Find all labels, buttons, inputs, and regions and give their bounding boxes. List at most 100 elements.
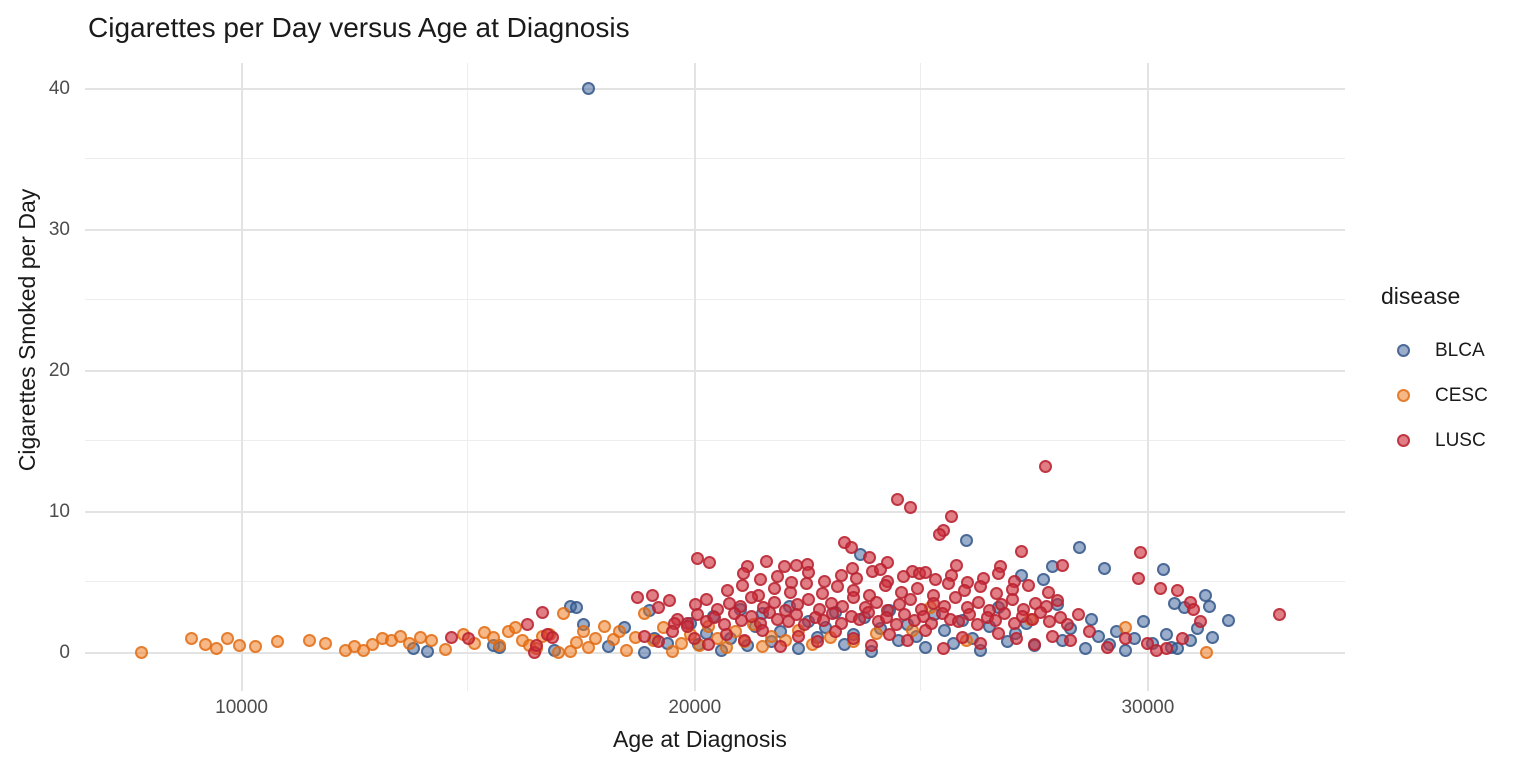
gridline-horizontal <box>85 87 1345 90</box>
data-point-lusc <box>651 601 665 615</box>
data-point-lusc <box>890 618 904 632</box>
data-point-cesc <box>210 642 224 656</box>
data-point-lusc <box>817 574 831 588</box>
y-axis-title: Cigarettes Smoked per Day <box>14 188 40 472</box>
data-point-lusc <box>1133 546 1147 560</box>
data-point-blca <box>960 533 974 547</box>
data-point-blca <box>1206 630 1220 644</box>
data-point-blca <box>581 82 595 96</box>
data-point-cesc <box>588 632 602 646</box>
data-point-lusc <box>738 633 752 647</box>
data-point-lusc <box>681 620 695 634</box>
data-point-lusc <box>945 509 959 523</box>
data-point-lusc <box>974 580 988 594</box>
data-point-cesc <box>577 625 591 639</box>
gridline-vertical <box>693 63 696 691</box>
data-point-lusc <box>932 527 946 541</box>
data-point-blca <box>638 645 652 659</box>
data-point-blca <box>1078 642 1092 656</box>
data-point-blca <box>1136 615 1150 629</box>
data-point-lusc <box>1034 605 1048 619</box>
data-point-lusc <box>826 606 839 620</box>
data-point-lusc <box>1160 642 1174 656</box>
data-point-lusc <box>651 635 665 649</box>
data-point-lusc <box>1171 584 1185 598</box>
data-point-cesc <box>570 635 584 649</box>
data-point-lusc <box>910 581 924 595</box>
data-point-lusc <box>1061 617 1075 631</box>
data-point-cesc <box>135 645 149 659</box>
data-point-lusc <box>991 626 1005 640</box>
data-point-lusc <box>847 591 861 605</box>
data-point-lusc <box>1046 629 1060 643</box>
data-point-lusc <box>688 632 702 646</box>
data-point-blca <box>1221 614 1235 627</box>
blca-dot-icon <box>1397 344 1410 357</box>
cesc-dot-icon <box>1397 389 1410 402</box>
data-point-lusc <box>962 608 976 622</box>
data-point-lusc <box>880 611 894 625</box>
gridline-horizontal <box>85 158 1345 160</box>
data-point-lusc <box>700 592 714 606</box>
data-point-lusc <box>849 571 863 585</box>
data-point-blca <box>938 623 952 637</box>
x-axis-title: Age at Diagnosis <box>613 726 787 752</box>
data-point-lusc <box>720 584 734 598</box>
data-point-lusc <box>861 605 875 619</box>
x-tick-label: 20000 <box>668 697 722 718</box>
data-point-lusc <box>1021 578 1035 592</box>
data-point-lusc <box>1194 615 1208 629</box>
data-point-lusc <box>1056 559 1070 572</box>
gridline-vertical <box>467 63 469 691</box>
data-point-lusc <box>760 554 774 568</box>
data-point-lusc <box>903 592 917 606</box>
data-point-lusc <box>638 629 652 643</box>
data-point-lusc <box>874 563 888 577</box>
data-point-lusc <box>1118 632 1132 646</box>
data-point-lusc <box>971 595 985 609</box>
data-point-lusc <box>958 583 972 597</box>
data-point-lusc <box>901 633 915 647</box>
data-point-lusc <box>891 492 905 506</box>
data-point-lusc <box>701 637 715 651</box>
data-point-lusc <box>844 540 858 554</box>
data-point-lusc <box>665 625 679 639</box>
data-point-lusc <box>774 640 788 654</box>
data-point-lusc <box>1039 460 1053 474</box>
data-point-lusc <box>937 642 951 656</box>
data-point-lusc <box>530 638 544 652</box>
data-point-cesc <box>271 635 285 649</box>
data-point-lusc <box>1005 592 1019 606</box>
data-point-lusc <box>736 578 750 592</box>
lusc-dot-icon <box>1397 434 1410 447</box>
gridline-horizontal <box>85 651 1345 654</box>
data-point-lusc <box>879 578 893 592</box>
gridline-vertical <box>240 63 243 691</box>
gridline-vertical <box>1146 63 1149 691</box>
data-point-lusc <box>1028 637 1042 651</box>
legend-title: disease <box>1381 283 1461 309</box>
data-point-lusc <box>703 556 717 570</box>
gridline-vertical <box>920 63 922 691</box>
data-point-blca <box>1073 540 1087 554</box>
data-point-lusc <box>831 580 845 594</box>
data-point-cesc <box>638 606 652 620</box>
data-point-lusc <box>1100 640 1114 654</box>
data-point-lusc <box>970 618 984 632</box>
data-point-lusc <box>883 628 897 642</box>
data-point-lusc <box>952 615 966 629</box>
y-tick-label: 0 <box>59 641 70 663</box>
data-point-blca <box>1202 599 1216 613</box>
data-point-cesc <box>756 640 770 654</box>
data-point-blca <box>1160 628 1174 642</box>
legend-item-cesc: CESC <box>1381 373 1488 418</box>
data-point-lusc <box>928 573 942 587</box>
data-point-lusc <box>1051 594 1065 608</box>
data-point-cesc <box>303 634 317 648</box>
data-point-blca <box>792 642 806 656</box>
data-point-cesc <box>665 645 679 659</box>
data-point-lusc <box>942 577 956 591</box>
data-point-lusc <box>798 617 812 631</box>
data-point-lusc <box>770 569 784 583</box>
